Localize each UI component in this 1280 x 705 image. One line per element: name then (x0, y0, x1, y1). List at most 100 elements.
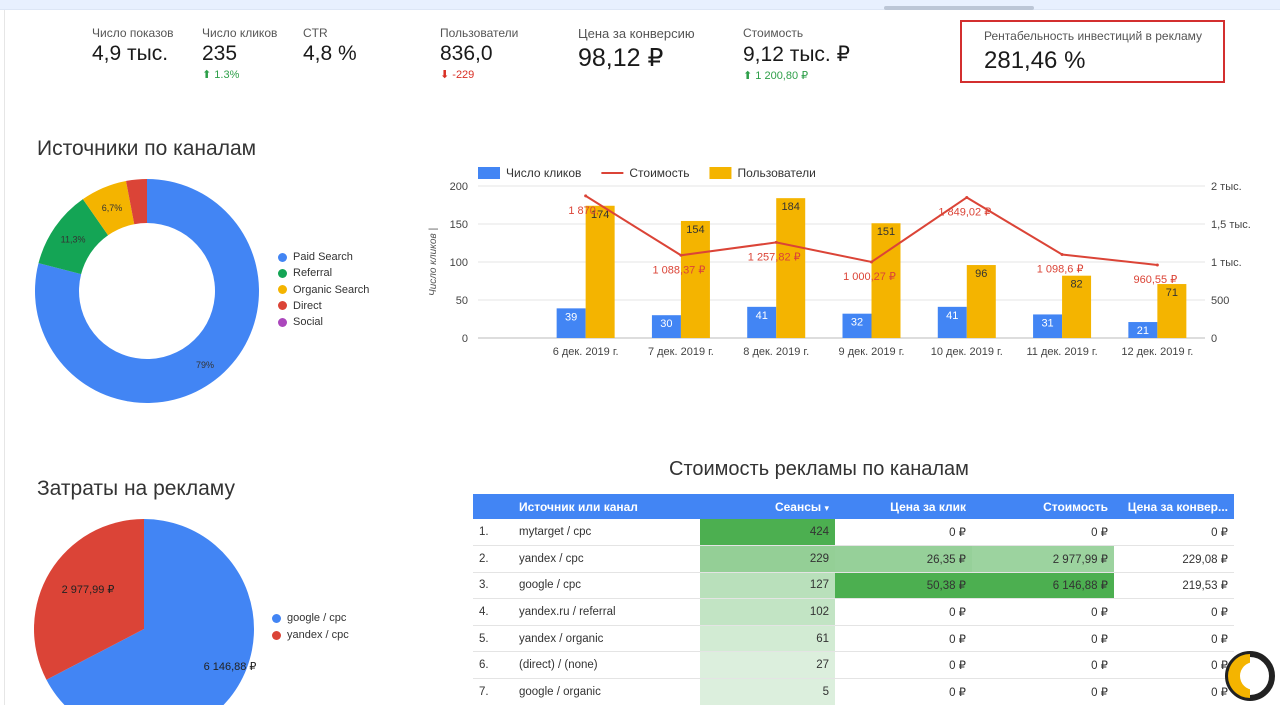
line-point[interactable] (584, 194, 588, 198)
table-row[interactable]: 6. (direct) / (none) 27 0 ₽0 ₽0 ₽ (473, 651, 1234, 680)
bar-label-число-кликов: 39 (565, 311, 577, 323)
x-tick-label: 9 дек. 2019 г. (839, 346, 905, 358)
donut-label-paid-search: 79% (196, 360, 214, 370)
header-sessions[interactable]: Сеансы ▾ (700, 494, 835, 519)
legend-item-referral[interactable]: Referral (278, 267, 332, 279)
bar-пользователи-1[interactable] (585, 205, 615, 338)
kpi-cost: Стоимость 9,12 тыс. ₽ ⬆ 1 200,80 ₽ (743, 26, 850, 82)
bar-число-кликов-3[interactable] (747, 306, 777, 338)
legend-item-google-cpc[interactable]: google / cpc (272, 612, 346, 624)
cell-source: google / organic (513, 678, 700, 705)
bar-label-число-кликов: 31 (1041, 317, 1053, 329)
kpi-label: Цена за конверсию (578, 26, 695, 41)
row-index: 1. (473, 519, 513, 547)
table-row[interactable]: 3. google / cpc 127 50,38 ₽6 146,88 ₽219,53… (473, 572, 1234, 600)
line-label: 1 870, (568, 205, 599, 217)
pie-slice-google-cpc[interactable] (46, 519, 254, 705)
kpi-value: 235 (202, 42, 238, 65)
y2-tick-label: 1 тыс. (1211, 257, 1242, 269)
pie-slice-yandex-cpc[interactable] (33, 519, 144, 680)
donut-slice-direct[interactable] (126, 179, 147, 225)
header-source[interactable]: Источник или канал (513, 494, 700, 519)
legend-label: Organic Search (293, 283, 370, 296)
bar-пользователи-5[interactable] (966, 265, 996, 338)
sources-donut-chart[interactable]: 79% 11,3% 6,7% (20, 165, 280, 425)
legend-item-пользователи[interactable]: Пользователи (709, 166, 816, 180)
donut-slice-organic-search[interactable] (82, 180, 135, 236)
header-cost-per-click[interactable]: Цена за клик (835, 494, 972, 519)
legend-item-organic-search[interactable]: Organic Search (278, 284, 369, 296)
line-point[interactable] (1060, 253, 1064, 257)
donut-label-organic-search: 6,7% (102, 203, 123, 213)
legend-item-число-кликов[interactable]: Число кликов (478, 166, 581, 180)
kpi-ctr: CTR 4,8 % (303, 26, 357, 66)
legend-item-direct[interactable]: Direct (278, 300, 322, 312)
legend-item-paid-search[interactable]: Paid Search (278, 251, 353, 263)
kpi-label: Пользователи (440, 26, 519, 40)
cell-cost: 6 146,88 ₽ (972, 572, 1114, 600)
bar-label-число-кликов: 41 (946, 310, 958, 322)
y2-tick-label: 0 (1211, 333, 1217, 345)
kpi-impressions: Число показов 4,9 тыс. (92, 26, 174, 66)
bar-пользователи-6[interactable] (1062, 275, 1092, 338)
bar-число-кликов-4[interactable] (842, 313, 872, 338)
cell-sessions: 102 (700, 598, 835, 626)
legend-item-social[interactable]: Social (278, 316, 323, 328)
donut-slice-referral[interactable] (38, 199, 109, 275)
legend-item-yandex-cpc[interactable]: yandex / cpc (272, 629, 349, 641)
bar-label-число-кликов: 41 (756, 310, 768, 322)
bar-пользователи-4[interactable] (871, 223, 901, 338)
cell-source: yandex / cpc (513, 545, 700, 573)
cell-source: google / cpc (513, 572, 700, 600)
cell-source: yandex.ru / referral (513, 598, 700, 626)
line-point[interactable] (1155, 263, 1159, 267)
kpi-delta: ⬆ 1 200,80 ₽ (743, 70, 809, 82)
arrow-up-icon: ⬆ (202, 69, 212, 81)
legend-item-стоимость[interactable]: Стоимость (601, 166, 689, 180)
donut-slice-paid-search[interactable] (35, 179, 259, 403)
bar-пользователи-3[interactable] (776, 198, 806, 338)
bar-пользователи-7[interactable] (1157, 284, 1187, 338)
kpi-cost-per-conversion: Цена за конверсию 98,12 ₽ (578, 26, 695, 73)
toolbar-scroll-thumb[interactable] (884, 6, 1034, 10)
table-row[interactable]: 1. mytarget / cpc 424 0 ₽0 ₽0 ₽ (473, 519, 1234, 547)
kpi-clicks: Число кликов 235 ⬆ 1.3% (202, 26, 277, 81)
cell-cost-per-click: 50,38 ₽ (835, 572, 972, 600)
line-point[interactable] (679, 253, 683, 257)
table-row[interactable]: 4. yandex.ru / referral 102 0 ₽0 ₽0 ₽ (473, 598, 1234, 626)
y-axis-title: Число кликов | (428, 228, 439, 296)
bar-число-кликов-7[interactable] (1128, 322, 1158, 338)
bar-число-кликов-2[interactable] (651, 315, 681, 338)
legend-label: yandex / cpc (287, 629, 349, 641)
table-row[interactable]: 5. yandex / organic 61 0 ₽0 ₽0 ₽ (473, 625, 1234, 653)
line-label: 1 088,37 ₽ (652, 264, 705, 276)
line-point[interactable] (774, 240, 778, 244)
line-label: 1 000,27 ₽ (843, 271, 896, 283)
bar-число-кликов-6[interactable] (1033, 314, 1063, 338)
line-point[interactable] (870, 260, 873, 264)
y-tick-label: 50 (456, 295, 468, 307)
spend-pie-chart[interactable]: 6 146,88 ₽ 2 977,99 ₽ (20, 505, 270, 705)
legend-label: Число кликов (506, 166, 581, 180)
table-row[interactable]: 2. yandex / cpc 229 26,35 ₽2 977,99 ₽229,08… (473, 545, 1234, 573)
x-tick-label: 8 дек. 2019 г. (743, 346, 809, 358)
cell-cost-per-click: 0 ₽ (835, 625, 972, 653)
daily-combo-chart[interactable]: Число кликов Стоимость Пользователи 0 50 100 1… (420, 160, 1260, 370)
cost-by-channel-table: Источник или канал Сеансы ▾ Цена за клик… (473, 494, 1234, 705)
header-cost-per-conversion[interactable]: Цена за конвер... (1114, 494, 1234, 519)
kpi-value: 4,8 % (303, 42, 357, 65)
bar-пользователи-2[interactable] (680, 220, 710, 338)
x-tick-label: 11 дек. 2019 г. (1026, 346, 1097, 358)
cell-cost-per-click: 0 ₽ (835, 598, 972, 626)
sort-desc-icon[interactable]: ▾ (824, 502, 829, 513)
cell-cost-per-click: 0 ₽ (835, 678, 972, 705)
table-row[interactable]: 7. google / organic 5 0 ₽0 ₽0 ₽ (473, 678, 1234, 705)
bar-число-кликов-1[interactable] (556, 308, 586, 338)
header-cost[interactable]: Стоимость (972, 494, 1114, 519)
table-header-row: Источник или канал Сеансы ▾ Цена за клик… (473, 494, 1234, 519)
x-tick-label: 6 дек. 2019 г. (553, 346, 619, 358)
cell-sessions: 229 (700, 545, 835, 573)
brand-logo (1224, 650, 1276, 702)
line-point[interactable] (965, 195, 969, 199)
bar-число-кликов-5[interactable] (937, 306, 967, 338)
